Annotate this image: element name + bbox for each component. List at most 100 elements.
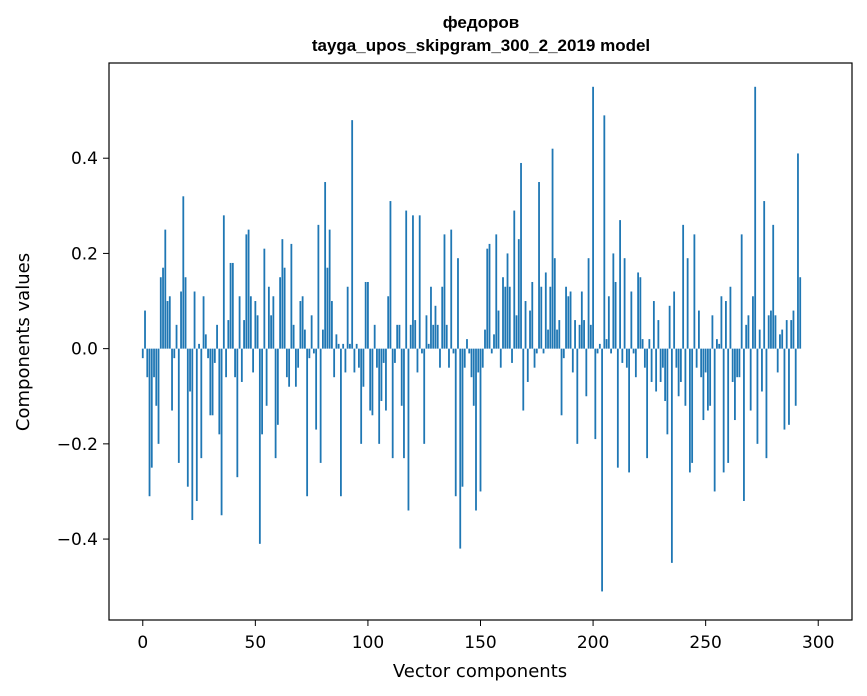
bar	[677, 348, 680, 397]
bar	[495, 234, 498, 349]
bar	[144, 310, 146, 349]
bar	[331, 301, 333, 349]
y-tick-label: −0.2	[57, 435, 98, 455]
bar	[141, 348, 144, 359]
bar	[403, 348, 405, 459]
bar	[529, 310, 531, 349]
bar	[340, 348, 342, 497]
bar	[655, 348, 658, 392]
bar	[547, 329, 549, 349]
bar	[351, 120, 354, 349]
bar	[416, 348, 419, 373]
bar	[200, 348, 203, 459]
bar	[517, 239, 520, 349]
bar	[466, 339, 468, 349]
bar	[222, 215, 225, 349]
bar	[182, 196, 185, 349]
bar	[263, 248, 266, 349]
bar	[520, 162, 522, 349]
bar	[502, 277, 504, 349]
bar	[634, 348, 637, 378]
bar	[549, 286, 552, 349]
bar	[209, 348, 212, 416]
bar	[479, 348, 482, 492]
bar	[364, 281, 367, 349]
bar	[583, 320, 585, 349]
bar	[427, 343, 430, 349]
bar	[598, 343, 601, 349]
bar	[535, 348, 538, 354]
bar	[664, 348, 667, 402]
bar	[261, 348, 263, 435]
y-tick-label: −0.4	[57, 530, 98, 550]
bar	[540, 286, 543, 349]
bar	[749, 348, 752, 411]
bar	[688, 348, 691, 473]
y-tick-label: 0.2	[71, 244, 98, 264]
bar	[308, 348, 311, 359]
bar	[430, 286, 432, 349]
bar	[619, 220, 621, 349]
bar	[725, 301, 727, 349]
bar	[709, 348, 712, 406]
bar	[175, 324, 178, 349]
bar	[533, 348, 536, 368]
bar	[360, 348, 363, 444]
bar	[788, 348, 790, 425]
bar	[601, 348, 603, 592]
bar	[432, 324, 435, 349]
bar	[585, 348, 588, 397]
bar	[747, 315, 750, 349]
bar	[452, 348, 455, 354]
bar	[396, 324, 399, 349]
bar	[686, 258, 689, 349]
bar	[303, 329, 306, 349]
bar	[234, 348, 236, 378]
bar	[693, 234, 696, 349]
bar	[616, 348, 619, 468]
bar	[605, 339, 608, 349]
bar	[367, 281, 369, 349]
bar	[333, 348, 336, 378]
bar	[508, 286, 511, 349]
bar	[195, 348, 198, 501]
bar	[779, 334, 781, 349]
bar	[324, 182, 327, 349]
bar	[679, 348, 682, 382]
bar	[722, 348, 725, 473]
bar	[565, 286, 567, 349]
x-tick-label: 150	[464, 633, 496, 653]
bar	[321, 329, 324, 349]
bar	[797, 153, 799, 349]
y-axis-ticks: −0.4 −0.2 0.0 0.2 0.4	[57, 149, 109, 550]
bar	[596, 348, 599, 354]
bar	[707, 348, 709, 411]
bar	[216, 324, 218, 349]
bar	[745, 324, 748, 349]
bar	[569, 291, 572, 349]
bar	[252, 348, 254, 373]
x-tick-label: 250	[689, 633, 721, 653]
bar	[457, 258, 459, 349]
bar	[481, 348, 484, 368]
bar	[792, 310, 795, 349]
y-tick-label: 0.0	[71, 340, 98, 360]
bar	[362, 348, 365, 387]
bar	[166, 301, 169, 349]
bar	[301, 296, 304, 349]
bar	[297, 348, 300, 368]
bar	[189, 348, 191, 392]
bar	[249, 296, 252, 349]
bar	[225, 348, 227, 378]
bar	[652, 301, 655, 349]
bar	[558, 320, 561, 349]
bar	[770, 310, 772, 349]
bar	[560, 348, 563, 416]
bar	[668, 305, 671, 349]
x-tick-label: 0	[137, 633, 148, 653]
bar	[758, 329, 761, 349]
bar	[738, 348, 741, 378]
chart-title: федоров	[443, 13, 520, 32]
bar	[661, 348, 664, 368]
bar	[625, 348, 628, 368]
